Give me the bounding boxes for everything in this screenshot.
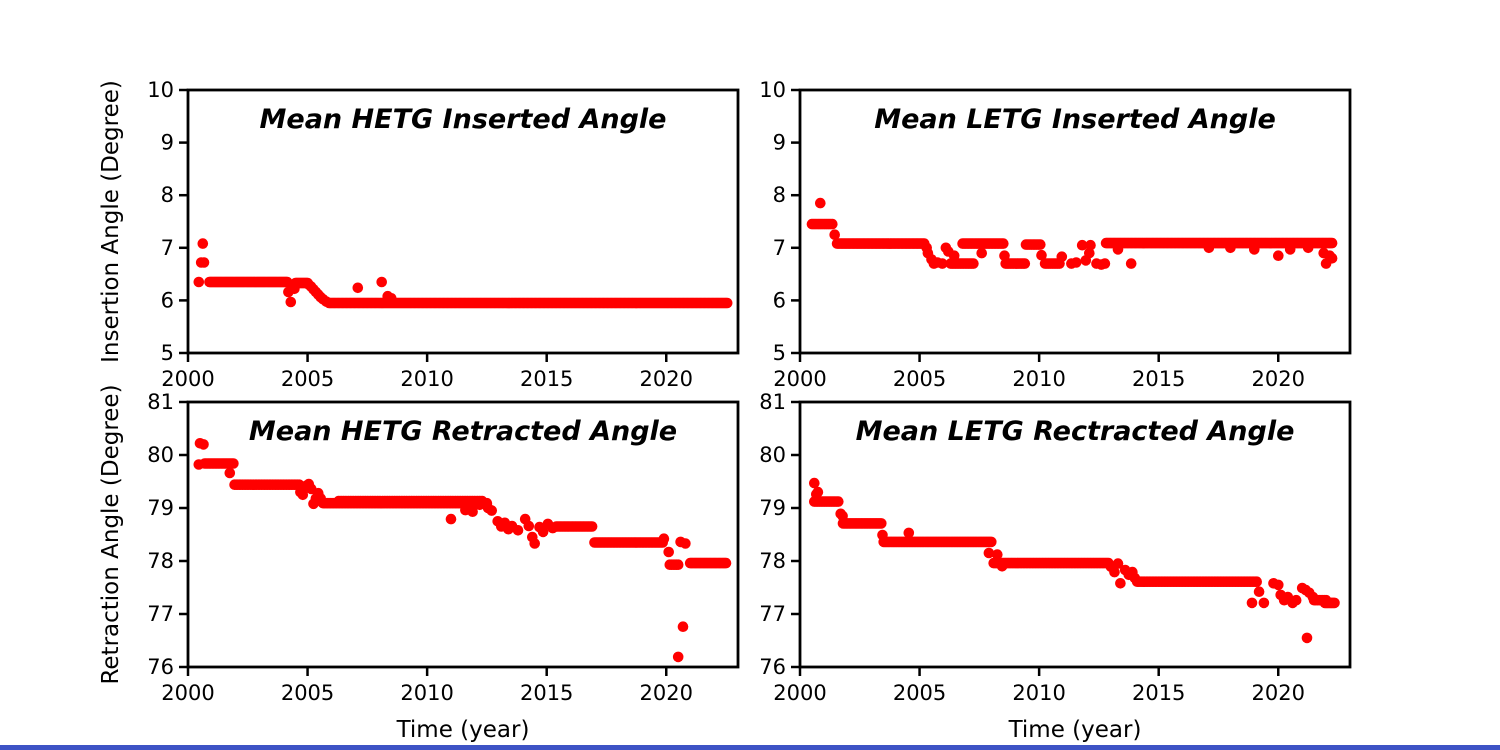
subplot-mean-hetg-inserted: 2000 2005 2010 2015 2020 10 9 8 7 6 5 Mean HETG Ins… [98, 78, 740, 391]
y-tick-label: 76 [147, 655, 174, 679]
y-tick-label: 77 [147, 602, 174, 626]
x-tick-label: 2005 [281, 367, 334, 391]
y-tick-label: 77 [759, 602, 786, 626]
x-tick-label: 2005 [893, 681, 946, 705]
y-tick-label: 10 [147, 78, 174, 102]
y-tick-label: 80 [759, 443, 786, 467]
x-tick-label: 2000 [161, 367, 214, 391]
y-tick-label: 5 [161, 341, 174, 365]
x-tick-label: 2015 [520, 367, 573, 391]
x-tick-label: 2010 [1012, 681, 1065, 705]
x-axis-label: Time (year) [396, 717, 530, 743]
x-tick-label: 2010 [400, 367, 453, 391]
y-tick-label: 7 [773, 236, 786, 260]
y-tick-label: 8 [161, 183, 174, 207]
y-tick-label: 81 [759, 390, 786, 414]
x-tick-label: 2020 [1252, 681, 1305, 705]
y-axis-label: Retraction Angle (Degree) [98, 384, 124, 684]
x-tick-label: 2015 [520, 681, 573, 705]
x-tick-label: 2005 [893, 367, 946, 391]
y-tick-label: 79 [759, 496, 786, 520]
y-tick-label: 9 [773, 131, 786, 155]
y-tick-label: 7 [161, 236, 174, 260]
plot-title: Mean LETG Inserted Angle [874, 104, 1276, 135]
x-tick-label: 2015 [1132, 367, 1185, 391]
y-tick-label: 5 [773, 341, 786, 365]
x-tick-label: 2010 [1012, 367, 1065, 391]
scatter-points [809, 477, 1340, 644]
y-tick-label: 79 [147, 496, 174, 520]
scatter-points [193, 238, 733, 309]
scatter-points [806, 197, 1338, 270]
y-tick-label: 10 [759, 78, 786, 102]
x-tick-label: 2020 [1252, 367, 1305, 391]
plot-title: Mean LETG Rectracted Angle [856, 416, 1295, 447]
plot-frame [186, 400, 740, 669]
x-tick-label: 2000 [161, 681, 214, 705]
y-tick-label: 8 [773, 183, 786, 207]
subplot-mean-letg-rectracted: 2000 2005 2010 2015 2020 81 80 79 78 77 76 Mean LET… [759, 390, 1352, 743]
y-tick-label: 78 [759, 549, 786, 573]
plot-title: Mean HETG Retracted Angle [249, 416, 677, 447]
y-tick-label: 9 [161, 131, 174, 155]
x-tick-label: 2000 [773, 367, 826, 391]
plot-frame [798, 88, 1352, 355]
x-tick-label: 2015 [1132, 681, 1185, 705]
y-tick-label: 81 [147, 390, 174, 414]
bottom-strip [0, 745, 1500, 750]
y-tick-label: 78 [147, 549, 174, 573]
x-tick-label: 2020 [640, 681, 693, 705]
x-tick-label: 2010 [400, 681, 453, 705]
plot-frame [186, 88, 740, 355]
plot-frame [798, 400, 1352, 669]
y-tick-label: 6 [773, 288, 786, 312]
x-axis-label: Time (year) [1008, 717, 1142, 743]
y-tick-label: 76 [759, 655, 786, 679]
y-tick-label: 80 [147, 443, 174, 467]
plot-title: Mean HETG Inserted Angle [260, 104, 667, 135]
x-tick-label: 2000 [773, 681, 826, 705]
y-axis-label: Insertion Angle (Degree) [98, 80, 124, 363]
y-tick-label: 6 [161, 288, 174, 312]
subplot-mean-hetg-retracted: 2000 2005 2010 2015 2020 81 80 79 78 77 76 Mean HET… [98, 384, 740, 743]
scatter-points [193, 438, 732, 663]
x-tick-label: 2020 [640, 367, 693, 391]
x-tick-label: 2005 [281, 681, 334, 705]
subplot-mean-letg-inserted: 2000 2005 2010 2015 2020 10 9 8 7 6 5 Mean LETG Ins… [759, 78, 1352, 391]
